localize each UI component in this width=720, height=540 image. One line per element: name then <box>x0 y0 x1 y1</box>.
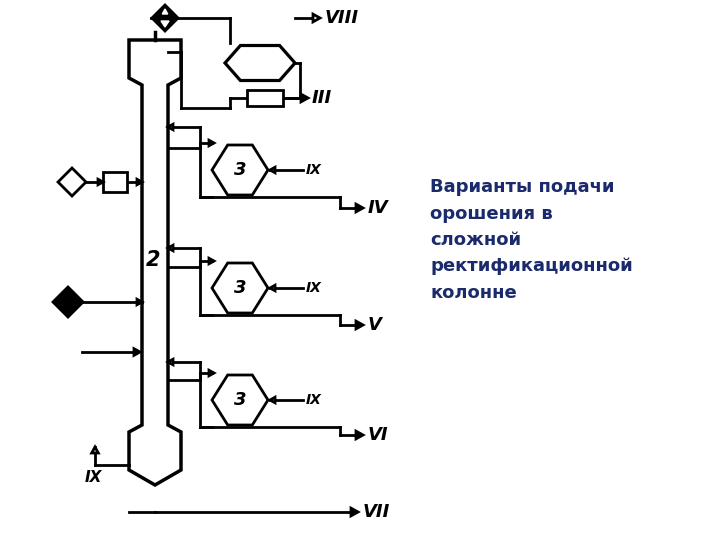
Bar <box>103 172 127 192</box>
Text: 3: 3 <box>234 391 246 409</box>
Polygon shape <box>58 168 86 196</box>
Polygon shape <box>225 45 295 80</box>
Text: IX: IX <box>306 163 322 177</box>
Text: Варианты подачи
орошения в
сложной
ректификационной
колонне: Варианты подачи орошения в сложной ректи… <box>430 178 633 302</box>
Polygon shape <box>270 167 275 173</box>
Polygon shape <box>301 94 308 102</box>
Polygon shape <box>168 124 173 130</box>
Polygon shape <box>152 5 178 31</box>
Polygon shape <box>351 508 358 516</box>
Polygon shape <box>270 285 275 291</box>
Polygon shape <box>209 370 214 376</box>
Polygon shape <box>356 321 363 329</box>
Polygon shape <box>212 263 268 313</box>
Polygon shape <box>98 179 103 185</box>
Polygon shape <box>161 21 169 27</box>
Polygon shape <box>209 258 214 264</box>
Polygon shape <box>134 349 140 355</box>
Text: IX: IX <box>306 281 322 295</box>
Text: V: V <box>368 316 382 334</box>
Text: VIII: VIII <box>325 9 359 27</box>
Polygon shape <box>212 145 268 195</box>
Text: III: III <box>312 89 332 107</box>
Text: IX: IX <box>85 469 102 484</box>
Polygon shape <box>137 299 142 305</box>
Polygon shape <box>168 359 173 364</box>
Text: 3: 3 <box>234 279 246 297</box>
Polygon shape <box>168 245 173 251</box>
Polygon shape <box>129 40 181 485</box>
Text: IV: IV <box>368 199 389 217</box>
Polygon shape <box>212 375 268 425</box>
Polygon shape <box>137 179 142 185</box>
Text: VII: VII <box>363 503 390 521</box>
Text: IX: IX <box>306 393 322 407</box>
Polygon shape <box>53 287 83 317</box>
Polygon shape <box>356 204 363 212</box>
Polygon shape <box>162 9 168 14</box>
Polygon shape <box>313 14 320 22</box>
Polygon shape <box>356 431 363 439</box>
Text: VI: VI <box>368 426 389 444</box>
Text: 3: 3 <box>234 161 246 179</box>
Text: 2: 2 <box>145 250 161 270</box>
Bar <box>247 90 283 106</box>
Polygon shape <box>270 397 275 403</box>
Polygon shape <box>91 447 99 453</box>
Polygon shape <box>209 140 214 146</box>
